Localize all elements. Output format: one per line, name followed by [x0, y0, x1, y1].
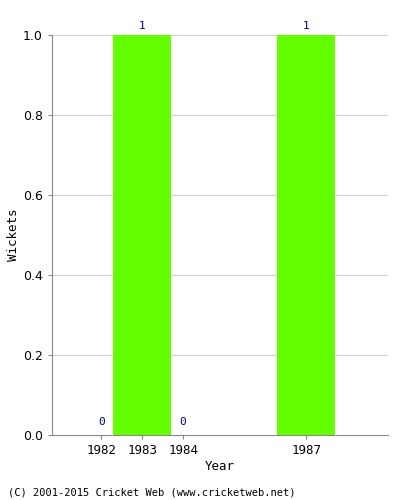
- Text: 1: 1: [139, 21, 146, 31]
- Text: (C) 2001-2015 Cricket Web (www.cricketweb.net): (C) 2001-2015 Cricket Web (www.cricketwe…: [8, 488, 296, 498]
- X-axis label: Year: Year: [205, 460, 235, 473]
- Bar: [277, 35, 335, 435]
- Y-axis label: Wickets: Wickets: [7, 209, 20, 261]
- Text: 0: 0: [180, 417, 186, 427]
- Bar: [114, 35, 171, 435]
- Text: 1: 1: [303, 21, 310, 31]
- Text: 0: 0: [98, 417, 104, 427]
